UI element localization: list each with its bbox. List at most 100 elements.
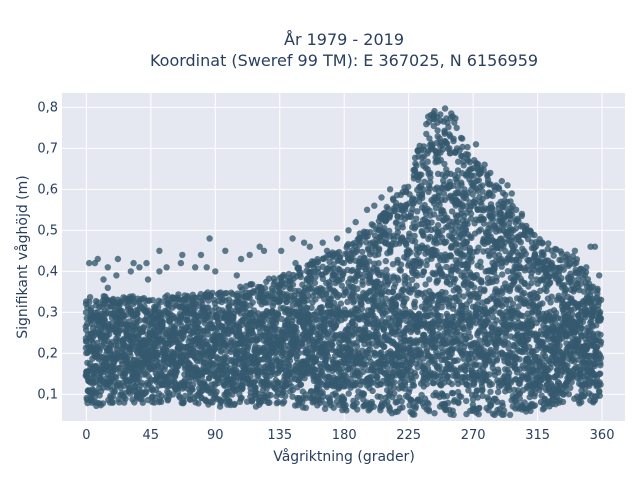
data-point (475, 177, 482, 184)
data-point (173, 368, 180, 375)
data-point (407, 249, 414, 256)
data-point (464, 151, 472, 158)
data-point (339, 393, 346, 400)
data-point (399, 286, 406, 293)
data-point (356, 241, 363, 248)
data-point (131, 399, 138, 406)
data-point (195, 400, 202, 407)
data-point (426, 185, 433, 192)
data-point (99, 400, 107, 407)
data-point (434, 222, 442, 229)
data-point (218, 347, 225, 354)
data-point (442, 289, 449, 296)
data-point (405, 183, 412, 190)
data-point (493, 357, 501, 364)
data-point (381, 301, 388, 308)
data-point (267, 392, 274, 399)
data-point (308, 304, 315, 311)
data-point (329, 341, 336, 349)
data-point (410, 382, 418, 389)
data-point (142, 389, 150, 396)
data-point (189, 381, 197, 388)
data-point (452, 275, 459, 283)
data-point (93, 339, 101, 347)
data-point (434, 127, 441, 134)
data-point (399, 224, 406, 231)
data-point (391, 379, 398, 386)
data-point (398, 398, 405, 405)
data-point (411, 298, 419, 305)
data-point (437, 111, 444, 118)
data-point (199, 330, 207, 337)
data-point (453, 124, 460, 132)
data-point (463, 397, 470, 405)
data-point (455, 399, 462, 407)
data-point (249, 299, 256, 306)
data-point (130, 343, 137, 350)
data-point (222, 342, 229, 350)
data-point (413, 162, 420, 169)
data-point (443, 310, 450, 318)
data-point (391, 390, 398, 397)
data-point (441, 160, 448, 168)
data-point (231, 400, 238, 408)
data-point (477, 258, 484, 265)
data-point (213, 388, 220, 395)
data-point (450, 137, 457, 145)
data-point (495, 369, 502, 376)
data-point (374, 331, 382, 339)
data-point (443, 238, 450, 245)
data-point (370, 403, 377, 410)
data-point (82, 338, 90, 345)
data-point (113, 374, 120, 381)
data-point (393, 218, 400, 226)
data-point (470, 284, 478, 291)
data-point (452, 115, 459, 122)
data-point (455, 285, 462, 292)
data-point (403, 295, 410, 302)
data-point (111, 388, 118, 396)
data-point (450, 411, 457, 418)
data-point (330, 404, 337, 411)
data-point (282, 392, 289, 400)
data-point (384, 398, 391, 405)
data-point (487, 388, 494, 395)
data-point (252, 384, 259, 391)
data-point (83, 326, 90, 334)
data-point (502, 191, 509, 199)
data-point (189, 386, 196, 393)
data-point (238, 394, 245, 402)
data-point (297, 381, 304, 388)
chart-title-line-1: År 1979 - 2019 (284, 30, 404, 49)
data-point (247, 373, 254, 380)
data-point (116, 399, 123, 406)
data-point (360, 390, 368, 398)
data-point (427, 169, 434, 177)
data-point (460, 162, 467, 169)
data-point (488, 204, 496, 212)
data-point (343, 407, 350, 414)
data-point (175, 291, 182, 298)
data-point (500, 411, 507, 418)
data-point (369, 387, 376, 395)
data-point (223, 290, 230, 297)
data-point (457, 393, 465, 400)
data-point (139, 399, 146, 406)
data-points (82, 105, 605, 419)
data-point (261, 284, 269, 292)
data-point (462, 238, 469, 246)
data-point (489, 216, 497, 223)
data-point (481, 286, 488, 293)
data-point (140, 325, 147, 332)
data-point (412, 373, 419, 380)
data-point (424, 158, 431, 165)
data-point (464, 143, 471, 151)
data-point (297, 273, 304, 281)
data-point (423, 345, 430, 353)
data-point (158, 298, 165, 305)
data-point (383, 266, 390, 274)
data-point (444, 373, 451, 380)
data-point (266, 399, 273, 406)
data-point (448, 380, 456, 388)
